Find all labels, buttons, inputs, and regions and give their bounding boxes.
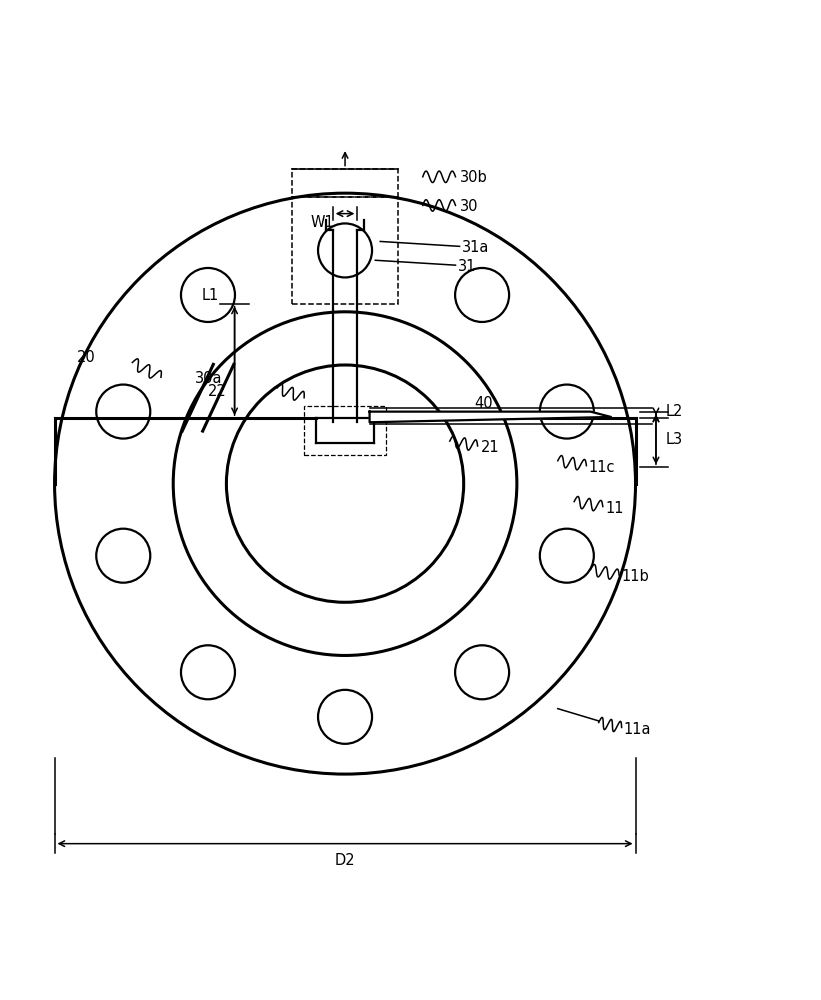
Text: 31a: 31a bbox=[462, 240, 489, 255]
Text: 11b: 11b bbox=[621, 569, 649, 584]
Bar bbox=[291, 197, 398, 304]
Text: 40: 40 bbox=[475, 396, 493, 411]
Text: L1: L1 bbox=[201, 288, 218, 303]
Text: 11a: 11a bbox=[623, 722, 651, 737]
Text: 30: 30 bbox=[460, 199, 478, 214]
Text: 31: 31 bbox=[458, 259, 476, 274]
Text: W1: W1 bbox=[310, 215, 334, 230]
Bar bbox=[304, 406, 386, 455]
Text: 30b: 30b bbox=[460, 170, 488, 185]
Polygon shape bbox=[369, 412, 611, 422]
Text: 30a: 30a bbox=[195, 371, 222, 386]
Text: 22: 22 bbox=[208, 384, 227, 399]
Text: 11c: 11c bbox=[589, 460, 616, 475]
Text: D2: D2 bbox=[335, 853, 355, 868]
Text: 20: 20 bbox=[76, 350, 95, 365]
Text: L2: L2 bbox=[666, 404, 683, 419]
Bar bbox=[291, 169, 398, 197]
Text: 21: 21 bbox=[481, 440, 499, 455]
Text: L3: L3 bbox=[666, 432, 683, 447]
Text: 11: 11 bbox=[605, 501, 624, 516]
